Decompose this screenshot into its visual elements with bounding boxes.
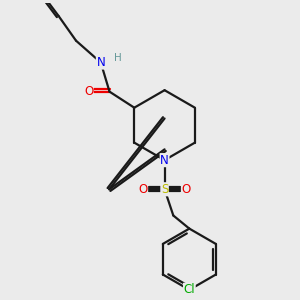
- Text: S: S: [161, 183, 168, 196]
- Text: Cl: Cl: [184, 283, 195, 296]
- Text: N: N: [96, 56, 105, 69]
- Text: O: O: [138, 183, 147, 196]
- Text: O: O: [182, 183, 191, 196]
- Text: O: O: [84, 85, 93, 98]
- Text: N: N: [160, 154, 169, 166]
- Text: H: H: [114, 53, 122, 63]
